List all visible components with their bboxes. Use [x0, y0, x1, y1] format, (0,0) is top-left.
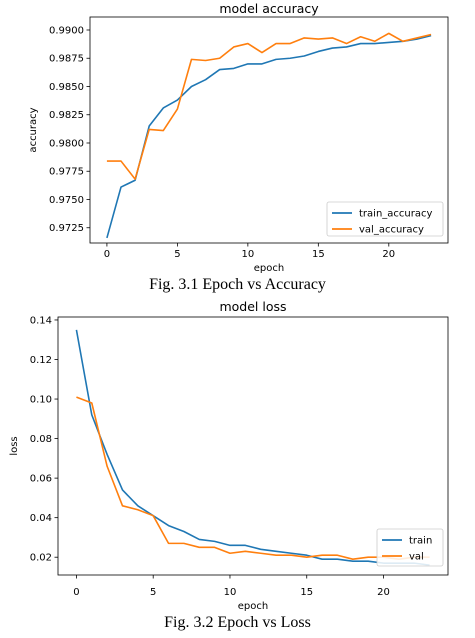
- y-tick-label: 0.9725: [49, 223, 84, 234]
- x-tick-label: 5: [174, 249, 180, 260]
- legend-box: [326, 201, 444, 237]
- plot-frame: [57, 316, 449, 576]
- series-line-val-accuracy: [106, 32, 432, 180]
- series-lines: [75, 329, 430, 566]
- y-tick-label: 0.9775: [49, 167, 84, 178]
- y-axis-label: accuracy: [28, 107, 39, 152]
- y-tick-label: 0.10: [30, 395, 52, 406]
- y-tick-label: 0.9875: [49, 54, 84, 65]
- x-tick-label: 0: [73, 587, 79, 598]
- y-tick-label: 0.14: [30, 315, 52, 326]
- x-axis-label: epoch: [238, 601, 268, 612]
- chart-title: model accuracy: [219, 1, 319, 16]
- y-tick-label: 0.9900: [49, 25, 84, 36]
- series-line-val: [76, 396, 430, 560]
- series-line-train: [75, 329, 430, 566]
- y-tick-label: 0.08: [30, 434, 52, 445]
- x-tick-label: 10: [241, 249, 254, 260]
- accuracy-chart: model accuracy 0 5 10 15 20 0.9725 0.9750 0.9775…: [28, 1, 449, 274]
- chart-title: model loss: [219, 299, 286, 314]
- x-tick-label: 20: [377, 587, 390, 598]
- y-axis-label: loss: [9, 436, 20, 455]
- legend: train val: [376, 528, 444, 567]
- y-tick-label: 0.04: [30, 513, 52, 524]
- x-tick-label: 10: [224, 587, 237, 598]
- legend-label-train: train: [409, 536, 432, 547]
- x-tick-label: 15: [300, 587, 313, 598]
- y-tick-label: 0.9800: [49, 138, 84, 149]
- y-tick-label: 0.06: [30, 474, 52, 485]
- x-tick-label: 5: [150, 587, 156, 598]
- legend-label-val: val: [409, 552, 424, 563]
- legend: train_accuracy val_accuracy: [326, 201, 444, 237]
- x-axis-label: epoch: [254, 263, 284, 274]
- legend-label-val-accuracy: val_accuracy: [359, 225, 424, 236]
- y-tick-label: 0.02: [30, 553, 52, 564]
- y-tick-label: 0.9825: [49, 110, 84, 121]
- accuracy-figure: model accuracy 0 5 10 15 20 0.9725 0.9750 0.9775…: [0, 0, 475, 300]
- loss-chart: model loss 0 5 10 15 20 0.02 0.04 0.06 0.08 0.10 0.…: [9, 299, 449, 612]
- x-tick-label: 15: [312, 249, 325, 260]
- y-tick-label: 0.12: [30, 355, 52, 366]
- plot-frame: [89, 16, 449, 244]
- series-lines: [106, 32, 432, 239]
- accuracy-figure-caption: Fig. 3.1 Epoch vs Accuracy: [149, 276, 326, 293]
- y-tick-label: 0.9850: [49, 82, 84, 93]
- x-tick-label: 0: [104, 249, 110, 260]
- series-line-train-accuracy: [106, 34, 432, 239]
- legend-label-train-accuracy: train_accuracy: [359, 209, 432, 220]
- loss-figure: model loss 0 5 10 15 20 0.02 0.04 0.06 0.08 0.10 0.…: [0, 299, 475, 638]
- y-tick-label: 0.9750: [49, 195, 84, 206]
- x-tick-label: 20: [382, 249, 395, 260]
- loss-figure-caption: Fig. 3.2 Epoch vs Loss: [164, 614, 311, 631]
